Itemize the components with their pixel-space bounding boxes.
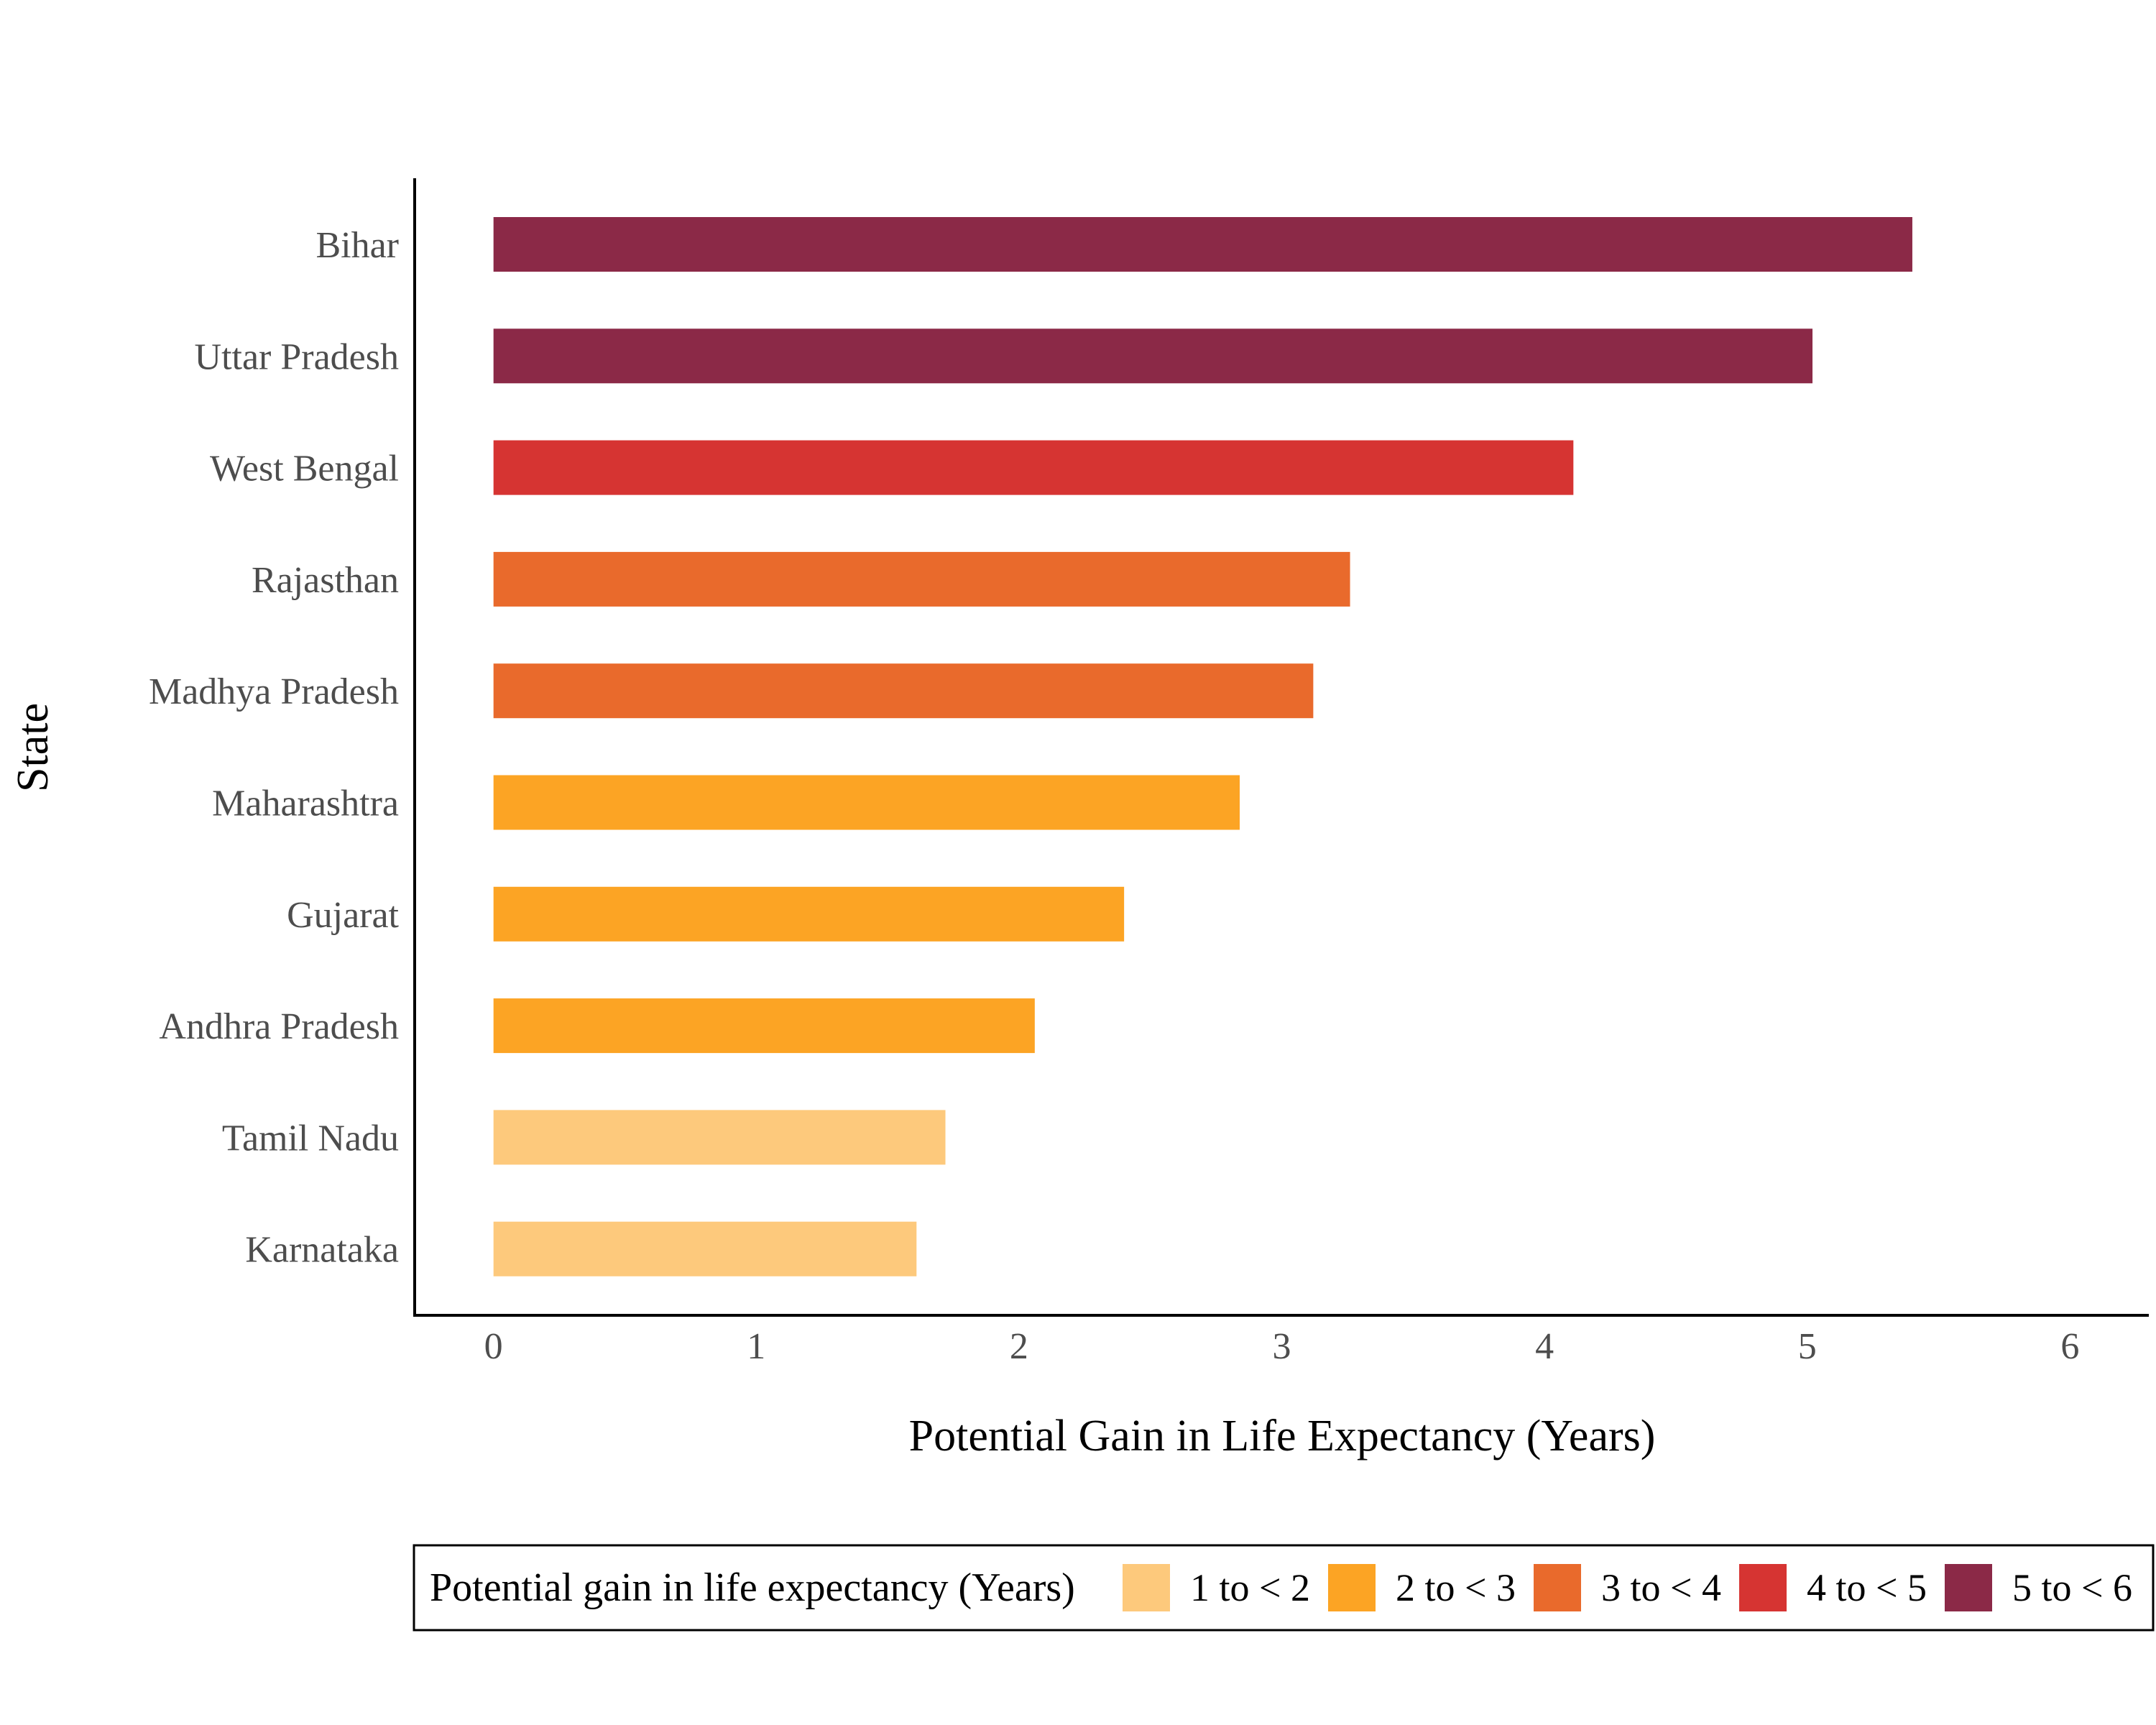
category-label: Tamil Nadu <box>222 1118 399 1159</box>
legend-swatch <box>1534 1564 1581 1611</box>
legend-label: 4 to < 5 <box>1807 1566 1927 1609</box>
y-axis-title: State <box>9 703 57 792</box>
x-tick-labels: 0 1 2 3 4 5 6 <box>484 1326 2080 1367</box>
x-tick-label: 4 <box>1535 1326 1554 1367</box>
legend-box <box>413 1544 2155 1632</box>
legend-label: 5 to < 6 <box>2012 1566 2132 1609</box>
x-tick-label: 2 <box>1010 1326 1028 1367</box>
legend-label: 2 to < 3 <box>1396 1566 1516 1609</box>
category-label: Andhra Pradesh <box>159 1006 399 1047</box>
category-label: Gujarat <box>287 895 399 936</box>
category-label: Karnataka <box>245 1230 399 1271</box>
legend-swatch <box>1945 1564 1992 1611</box>
category-labels: Bihar Uttar Pradesh West Bengal Rajasthan Ma… <box>149 225 400 1271</box>
legend-swatch <box>1328 1564 1376 1611</box>
legend-items: 1 to < 2 2 to < 3 3 to < 4 4 to < 5 5 to < 6 <box>1123 1564 2132 1611</box>
bar-rajasthan <box>493 551 1350 607</box>
category-label: Bihar <box>315 225 399 266</box>
legend-swatch <box>1739 1564 1787 1611</box>
x-tick-label: 5 <box>1798 1326 1817 1367</box>
x-tick-label: 3 <box>1273 1326 1291 1367</box>
bar-madhya-pradesh <box>493 663 1314 719</box>
bar-gujarat <box>493 886 1125 942</box>
category-label: Madhya Pradesh <box>149 671 399 712</box>
legend-swatch <box>1123 1564 1170 1611</box>
legend-label: 3 to < 4 <box>1601 1566 1721 1609</box>
bar-bihar <box>493 217 1912 272</box>
bar-karnataka <box>493 1221 917 1276</box>
legend-label: 1 to < 2 <box>1190 1566 1310 1609</box>
x-tick-label: 6 <box>2060 1326 2079 1367</box>
x-axis-title: Potential Gain in Life Expectancy (Years… <box>909 1412 1656 1460</box>
category-label: Maharashtra <box>212 783 399 824</box>
bars-layer <box>493 217 1912 1276</box>
category-label: Rajasthan <box>252 560 399 601</box>
bar-west-bengal <box>493 440 1574 495</box>
category-label: West Bengal <box>210 448 399 489</box>
legend: Potential gain in life expectancy (Years… <box>413 1544 2155 1632</box>
x-tick-label: 1 <box>747 1326 765 1367</box>
bar-maharashtra <box>493 775 1240 830</box>
bar-uttar-pradesh <box>493 328 1813 384</box>
x-tick-label: 0 <box>484 1326 503 1367</box>
legend-title: Potential gain in life expectancy (Years… <box>430 1565 1075 1610</box>
bar-tamil-nadu <box>493 1110 946 1165</box>
category-label: Uttar Pradesh <box>195 336 399 377</box>
bar-andhra-pradesh <box>493 998 1035 1054</box>
